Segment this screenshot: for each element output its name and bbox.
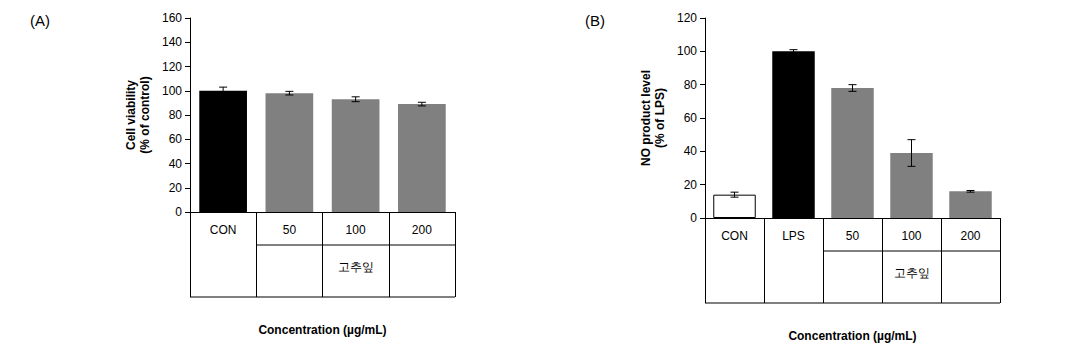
- svg-text:0: 0: [690, 211, 697, 225]
- svg-text:120: 120: [677, 11, 697, 25]
- svg-text:20: 20: [684, 178, 698, 192]
- svg-text:CON: CON: [721, 229, 748, 243]
- svg-text:40: 40: [169, 157, 183, 171]
- svg-text:(B): (B): [585, 12, 605, 29]
- svg-text:200: 200: [960, 229, 980, 243]
- svg-text:NO product level: NO product level: [639, 70, 653, 166]
- svg-text:40: 40: [684, 144, 698, 158]
- svg-text:100: 100: [162, 84, 182, 98]
- svg-text:고추잎: 고추잎: [894, 266, 930, 280]
- svg-text:200: 200: [412, 223, 432, 237]
- svg-text:LPS: LPS: [782, 229, 805, 243]
- svg-text:고추잎: 고추잎: [338, 260, 374, 274]
- svg-text:50: 50: [846, 229, 860, 243]
- svg-text:50: 50: [283, 223, 297, 237]
- svg-text:100: 100: [677, 44, 697, 58]
- svg-text:0: 0: [175, 205, 182, 219]
- svg-text:Concentration (µg/mL): Concentration (µg/mL): [258, 323, 386, 337]
- svg-text:120: 120: [162, 60, 182, 74]
- svg-text:(% of control): (% of control): [138, 76, 152, 153]
- svg-text:60: 60: [169, 132, 183, 146]
- svg-text:80: 80: [684, 78, 698, 92]
- svg-text:100: 100: [346, 223, 366, 237]
- svg-text:100: 100: [901, 229, 921, 243]
- svg-text:CON: CON: [210, 223, 237, 237]
- svg-text:(% of LPS): (% of LPS): [653, 88, 667, 148]
- svg-text:60: 60: [684, 111, 698, 125]
- svg-text:140: 140: [162, 35, 182, 49]
- svg-text:20: 20: [169, 181, 183, 195]
- svg-text:Concentration (µg/mL): Concentration (µg/mL): [788, 329, 916, 343]
- svg-text:80: 80: [169, 108, 183, 122]
- svg-text:160: 160: [162, 11, 182, 25]
- svg-text:Cell viability: Cell viability: [124, 80, 138, 150]
- svg-text:(A): (A): [30, 12, 50, 29]
